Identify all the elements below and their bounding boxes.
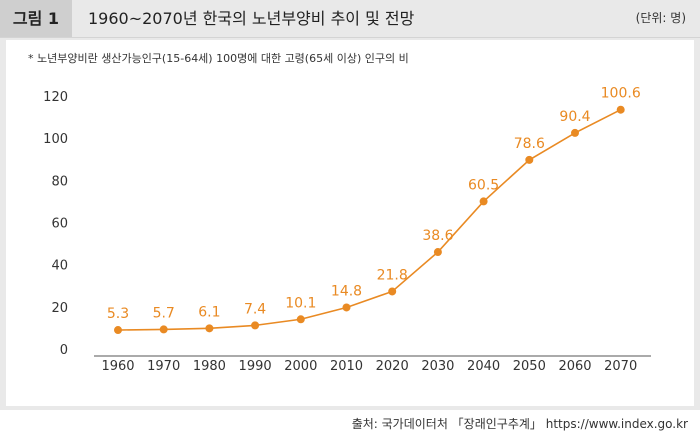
data-point [525, 155, 534, 164]
x-tick-label: 2040 [467, 359, 500, 374]
figure-title: 1960~2070년 한국의 노년부양비 추이 및 전망 [88, 9, 415, 28]
x-tick-label: 2010 [330, 359, 363, 374]
data-point [296, 315, 305, 324]
data-label: 38.6 [422, 228, 453, 244]
unit-label: (단위: 명) [635, 11, 686, 25]
y-tick-label: 0 [60, 343, 68, 358]
data-label: 7.4 [244, 301, 266, 317]
y-tick-label: 20 [51, 301, 68, 316]
data-label: 14.8 [331, 283, 362, 299]
figure-label: 그림 1 [0, 0, 72, 37]
source-text: 출처: 국가데이터처 「장래인구추계」 https://www.index.go… [351, 417, 688, 431]
x-tick-label: 2000 [284, 359, 317, 374]
data-point [616, 105, 625, 114]
data-label: 21.8 [377, 267, 408, 283]
data-label: 90.4 [559, 109, 590, 125]
x-tick-label: 2050 [513, 359, 546, 374]
data-point [342, 303, 351, 312]
data-point [571, 128, 579, 137]
x-tick-label: 1990 [239, 359, 272, 374]
data-label: 6.1 [198, 304, 220, 320]
data-label: 100.6 [601, 86, 641, 102]
chart-panel: * 노년부양비란 생산가능인구(15-64세) 100명에 대한 고령(65세 … [6, 40, 694, 406]
y-tick-label: 120 [43, 90, 68, 105]
x-tick-label: 1980 [193, 359, 226, 374]
x-tick-label: 2020 [376, 359, 409, 374]
data-point [388, 287, 397, 296]
y-tick-label: 60 [51, 217, 68, 232]
x-tick-label: 1960 [101, 359, 134, 374]
data-point [479, 197, 488, 206]
data-label: 5.7 [153, 305, 175, 321]
data-point [205, 324, 214, 333]
data-label: 5.3 [107, 306, 129, 322]
y-tick-label: 80 [51, 174, 68, 189]
data-point [433, 248, 442, 257]
figure-header: 그림 1 1960~2070년 한국의 노년부양비 추이 및 전망 (단위: 명… [0, 0, 700, 38]
x-tick-label: 1970 [147, 359, 180, 374]
data-point [159, 325, 168, 334]
x-tick-label: 2060 [558, 359, 591, 374]
x-tick-label: 2070 [604, 359, 637, 374]
chart-note: * 노년부양비란 생산가능인구(15-64세) 100명에 대한 고령(65세 … [28, 52, 409, 65]
data-label: 10.1 [285, 295, 316, 311]
y-tick-label: 100 [43, 132, 68, 147]
data-point [251, 321, 260, 330]
x-tick-label: 2030 [421, 359, 454, 374]
series-line [117, 108, 622, 331]
data-point [114, 326, 122, 335]
data-label: 60.5 [468, 177, 499, 193]
data-label: 78.6 [514, 136, 545, 152]
y-tick-label: 40 [51, 259, 68, 274]
